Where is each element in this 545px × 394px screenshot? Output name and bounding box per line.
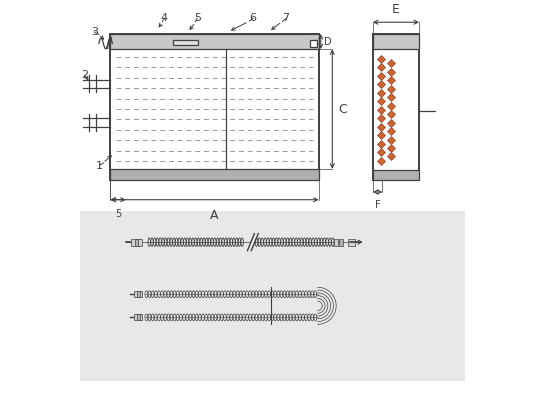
Bar [334, 239, 338, 245]
Text: 7: 7 [282, 13, 289, 23]
Text: 2: 2 [81, 71, 88, 80]
Bar [135, 314, 139, 320]
Text: 4: 4 [161, 13, 168, 23]
Bar [138, 239, 142, 245]
Text: 5: 5 [194, 13, 201, 23]
Bar [135, 239, 140, 245]
Bar [111, 34, 319, 180]
Text: 6: 6 [250, 13, 257, 23]
Bar [373, 170, 419, 180]
Bar [140, 291, 142, 297]
Text: 3: 3 [91, 27, 98, 37]
Bar [140, 314, 142, 320]
Bar [173, 40, 198, 45]
Text: 1: 1 [96, 161, 103, 171]
Polygon shape [248, 234, 258, 251]
Text: 5: 5 [115, 209, 122, 219]
Bar [348, 239, 355, 245]
Bar [310, 40, 317, 47]
Bar [111, 169, 319, 180]
Bar [137, 314, 141, 320]
Text: C: C [338, 102, 347, 115]
Text: A: A [210, 209, 219, 222]
Bar [373, 34, 419, 180]
Bar [137, 291, 141, 297]
Bar [130, 239, 137, 245]
Text: F: F [374, 200, 380, 210]
Text: E: E [392, 4, 400, 17]
Text: D: D [324, 37, 331, 46]
Bar [135, 291, 139, 297]
Bar [339, 239, 343, 245]
Bar [373, 34, 419, 49]
Bar [111, 34, 319, 49]
Bar [80, 211, 465, 381]
